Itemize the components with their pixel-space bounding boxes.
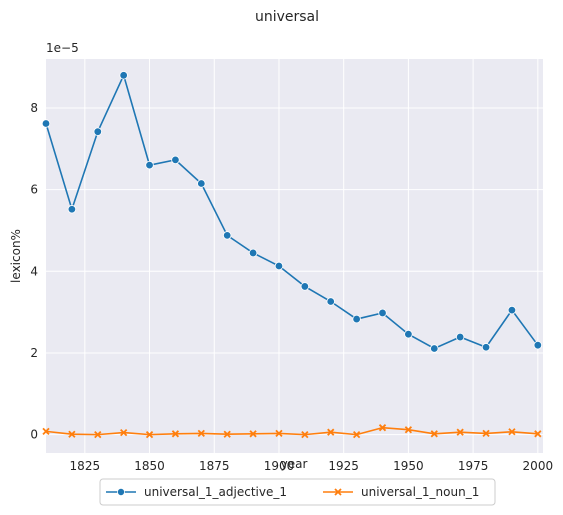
data-point: [534, 430, 542, 438]
data-point: [171, 430, 180, 438]
x-marker-stroke: [404, 426, 413, 434]
y-tick-label: 2: [30, 346, 38, 360]
x-marker-stroke: [508, 428, 516, 436]
data-point: [456, 428, 464, 436]
data-point: [430, 430, 438, 438]
x-tick-label: 1900: [264, 459, 295, 473]
series-noun: [42, 424, 542, 439]
x-marker-stroke: [249, 430, 257, 438]
series-line: [45, 73, 539, 350]
x-tick-label: 1975: [458, 459, 489, 473]
x-marker-stroke: [534, 430, 542, 438]
x-tick-label: 1925: [328, 459, 359, 473]
x-marker-stroke: [430, 430, 438, 438]
x-tick-label: 2000: [523, 459, 554, 473]
data-point: [120, 428, 128, 437]
data-point: [274, 261, 284, 271]
x-marker-stroke: [197, 429, 205, 438]
data-point: [119, 71, 128, 80]
x-marker-stroke: [94, 430, 102, 439]
y-tick-label: 4: [30, 264, 38, 278]
y-tick-labels: 0 2 4 6 8: [30, 101, 38, 442]
data-point: [533, 341, 543, 350]
data-point: [430, 344, 439, 353]
x-marker-stroke: [482, 429, 490, 438]
data-point: [352, 314, 361, 324]
data-point: [68, 430, 76, 438]
data-point: [481, 343, 491, 352]
y-tick-label: 0: [30, 428, 38, 442]
data-point: [249, 430, 257, 438]
x-axis-label: year: [281, 457, 308, 471]
x-marker-stroke: [42, 427, 50, 435]
data-point: [378, 424, 387, 432]
data-point: [197, 429, 205, 438]
x-marker-stroke: [456, 428, 464, 436]
legend-frame: [99, 478, 496, 506]
y-tick-label: 6: [30, 183, 38, 197]
data-point: [248, 248, 258, 258]
data-point: [93, 127, 102, 136]
y-axis-label: lexicon%: [9, 229, 23, 283]
x-marker-stroke: [378, 424, 387, 432]
y-scale-note: 1e−5: [46, 41, 79, 55]
data-point: [67, 205, 77, 214]
data-point: [145, 160, 154, 170]
data-point: [352, 430, 361, 439]
legend: universal_1_adjective_1 universal_1_noun…: [99, 478, 496, 506]
x-tick-label: 1875: [199, 459, 230, 473]
x-marker-stroke: [334, 488, 342, 496]
data-point: [223, 430, 231, 438]
data-point: [507, 305, 517, 315]
legend-marker-noun: [334, 488, 342, 496]
series-adjective: [41, 71, 543, 353]
x-marker-stroke: [120, 428, 128, 437]
data-point: [404, 329, 413, 339]
data-point: [222, 231, 232, 240]
series-line: [45, 426, 538, 436]
x-tick-label: 1825: [70, 459, 101, 473]
legend-x-marker: [334, 488, 342, 496]
data-point: [42, 427, 50, 435]
data-point: [508, 428, 516, 436]
x-marker-stroke: [68, 430, 76, 438]
y-tick-label: 8: [30, 101, 38, 115]
data-point: [94, 430, 102, 439]
x-marker-stroke: [301, 430, 309, 439]
x-marker-stroke: [145, 430, 154, 439]
x-marker-stroke: [171, 430, 180, 438]
legend-marker-adjective: [117, 487, 126, 496]
x-marker-stroke: [327, 428, 335, 436]
data-point: [197, 179, 206, 188]
data-point: [171, 155, 180, 165]
series-layer: [41, 71, 543, 439]
data-point: [145, 430, 154, 439]
legend-label-noun: universal_1_noun_1: [361, 485, 479, 499]
x-tick-labels: 1825 1850 1875 1900 1925 1950 1975 2000: [70, 459, 554, 473]
data-point: [300, 282, 310, 291]
data-point: [378, 308, 387, 318]
grid-lines: [46, 59, 543, 453]
data-point: [301, 430, 309, 439]
legend-label-adjective: universal_1_adjective_1: [144, 485, 287, 499]
data-point: [326, 297, 335, 306]
data-point: [275, 429, 283, 438]
x-tick-label: 1850: [134, 459, 165, 473]
data-point: [455, 332, 465, 342]
x-marker-stroke: [352, 430, 361, 439]
plot-area: [46, 59, 543, 453]
x-tick-label: 1950: [393, 459, 424, 473]
data-point: [482, 429, 490, 438]
x-marker-stroke: [275, 429, 283, 438]
data-point: [327, 428, 335, 436]
data-point: [41, 119, 51, 128]
chart-title: universal: [255, 9, 319, 25]
x-marker-stroke: [223, 430, 231, 438]
data-point: [404, 426, 413, 434]
